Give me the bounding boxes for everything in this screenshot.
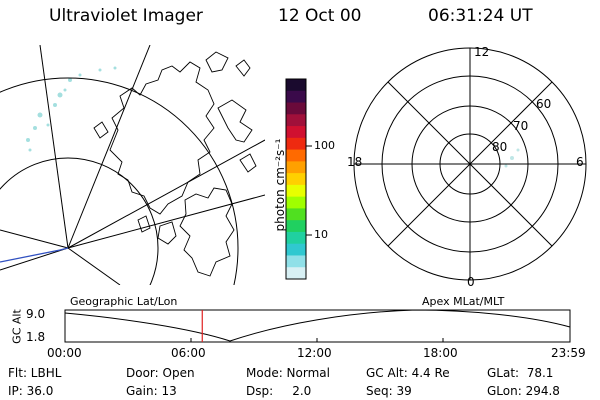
colorbar-unit-label: photon cm⁻²s⁻¹ [273,138,287,232]
colorbar [285,78,307,280]
info-filter: Flt: LBHL [8,366,62,380]
timeline-left-title: Geographic Lat/Lon [70,295,178,308]
polar-plot [353,47,587,281]
colorbar-segment [286,243,306,256]
timeline-y-bottom: 1.8 [26,330,46,344]
header-time: 06:31:24 UT [428,6,533,26]
colorbar-segment [286,102,306,115]
colorbar-segment [286,208,306,221]
colorbar-segment [286,184,306,198]
colorbar-segment [286,137,306,151]
colorbar-segment [286,173,306,186]
timeline-x-0600: 06:00 [171,346,206,360]
colorbar-frame [285,78,307,280]
info-gc-alt: GC Alt: 4.4 Re [366,366,450,380]
colorbar-segment [286,114,306,127]
altitude-curve [64,309,571,342]
map-lat-lines [0,77,239,285]
info-mode: Mode: Normal [246,366,330,380]
info-gain: Gain: 13 [126,384,177,398]
timeline-right-title: Apex MLat/MLT [422,295,505,308]
geographic-map [0,45,265,285]
info-seq: Seq: 39 [366,384,412,398]
imager-title: Ultraviolet Imager [49,6,203,26]
info-glat: GLat: 78.1 [487,366,554,380]
info-ip: IP: 36.0 [8,384,54,398]
uv-emission-speckle [26,66,117,152]
info-door: Door: Open [126,366,195,380]
altitude-timeline [64,309,571,343]
timeline-ticks [64,338,571,342]
colorbar-segment [286,90,306,104]
timeline-x-0000: 00:00 [47,346,82,360]
colorbar-label-10: 10 [314,228,328,241]
polar-mlt-0: 0 [467,275,475,289]
map-coastlines [93,51,257,277]
polar-lat-60: 60 [536,97,552,111]
polar-lat-80: 80 [492,140,508,154]
colorbar-segment [286,196,306,209]
polar-mlt-12: 12 [474,45,490,59]
colorbar-segment [286,79,306,92]
map-meridians [0,45,265,285]
colorbar-segment [286,161,306,174]
colorbar-segment [286,255,306,268]
info-dsp: Dsp: 2.0 [246,384,312,398]
timeline-x-1800: 18:00 [423,346,458,360]
colorbar-segment [286,267,306,280]
polar-emission-speckle [504,148,520,168]
colorbar-segment [286,220,306,233]
timeline-axis-label: GC Alt [10,309,24,344]
header-date: 12 Oct 00 [278,6,362,26]
colorbar-segment [286,149,306,162]
info-glon: GLon: 294.8 [487,384,560,398]
colorbar-segment [286,231,306,245]
map-terminator-line [0,247,69,263]
polar-mlt-18: 18 [347,155,363,169]
polar-mlt-6: 6 [576,155,584,169]
timeline-x-1200: 12:00 [297,346,332,360]
polar-lat-70: 70 [513,119,529,133]
timeline-x-2359: 23:59 [551,346,586,360]
timeline-y-top: 9.0 [26,307,46,321]
colorbar-label-100: 100 [314,139,335,152]
colorbar-segment [286,126,306,139]
